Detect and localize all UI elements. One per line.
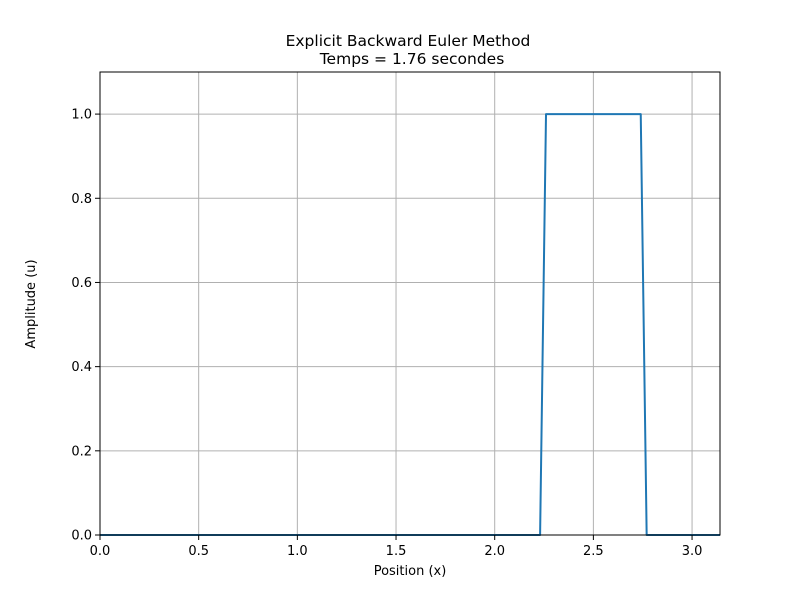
y-axis-label: Amplitude (u) bbox=[24, 259, 39, 348]
x-tick-label: 0.5 bbox=[188, 544, 209, 559]
x-tick-label: 0.0 bbox=[90, 544, 111, 559]
y-tick-label: 0.4 bbox=[71, 360, 92, 375]
x-axis-label: Position (x) bbox=[374, 564, 447, 579]
x-tick-label: 3.0 bbox=[682, 544, 703, 559]
chart-subtitle: Temps = 1.76 secondes bbox=[319, 50, 505, 68]
y-tick-label: 0.8 bbox=[71, 192, 92, 207]
y-tick-label: 0.2 bbox=[71, 444, 92, 459]
x-tick-label: 1.5 bbox=[386, 544, 407, 559]
axes bbox=[99, 71, 721, 536]
grid bbox=[99, 72, 720, 536]
ticks: 0.0 0.5 1.0 1.5 2.0 2.5 3.0 0.0 0.2 0.4 0.6 0.8 1.0 bbox=[71, 108, 702, 559]
x-tick-label: 2.5 bbox=[583, 544, 604, 559]
x-tick-label: 2.0 bbox=[484, 544, 505, 559]
y-tick-label: 0.6 bbox=[71, 276, 92, 291]
y-tick-label: 1.0 bbox=[71, 108, 92, 123]
plot-frame bbox=[99, 71, 721, 536]
series-layer bbox=[100, 113, 720, 536]
chart-title: Explicit Backward Euler Method bbox=[286, 32, 531, 50]
y-tick-label: 0.0 bbox=[71, 529, 92, 544]
series-line bbox=[100, 113, 720, 536]
x-tick-label: 1.0 bbox=[287, 544, 308, 559]
